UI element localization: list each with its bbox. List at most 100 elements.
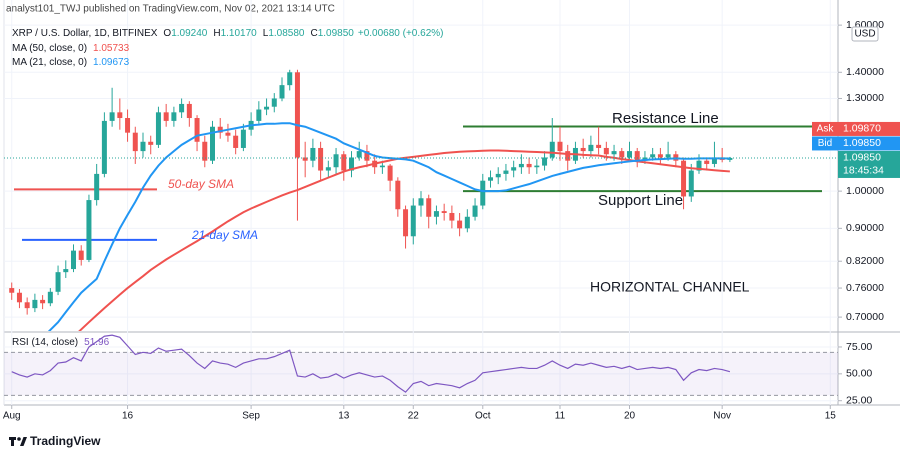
annotation: 50-day SMA — [168, 177, 234, 191]
ohlc-value: 1.08580 — [268, 28, 305, 39]
change: +0.00680 (+0.62%) — [358, 28, 444, 39]
candle-body — [627, 151, 632, 158]
candle-body — [24, 302, 30, 309]
candle-body — [596, 144, 602, 148]
candle-body — [325, 167, 331, 171]
currency-box — [851, 26, 879, 42]
x-tick-label: 11 — [555, 411, 566, 422]
rsi-tick-label: 75.00 — [846, 341, 872, 353]
candle-body — [588, 144, 594, 152]
candle-body — [16, 292, 22, 303]
candle-body — [302, 157, 308, 161]
candle-body — [40, 299, 46, 304]
last-price-tag — [838, 150, 900, 178]
candle-body — [495, 173, 501, 178]
candle-body — [441, 211, 447, 213]
candle-body — [696, 160, 702, 171]
candle-body — [403, 209, 409, 237]
candle-body — [657, 154, 663, 158]
price-tag-label: 1.09850 — [843, 137, 881, 149]
candle-body — [565, 151, 571, 161]
candle-body — [464, 216, 470, 229]
symbol: XRP / U.S. Dollar, 1D, BITFINEX — [12, 28, 158, 39]
candle-body — [341, 154, 347, 171]
candle-body — [264, 106, 270, 110]
x-tick-label: Aug — [3, 411, 21, 422]
candle-body — [650, 154, 656, 158]
price-tag-name: Bid — [818, 138, 832, 149]
candle-body — [634, 151, 640, 161]
candle-body — [449, 212, 455, 221]
candle-body — [619, 151, 625, 158]
ohlc-key: C — [310, 28, 317, 39]
ma-legend: MA (50, close, 0) 1.05733 — [12, 43, 130, 54]
y-tick-label: 0.76000 — [846, 282, 884, 294]
x-tick-label: Nov — [713, 411, 731, 422]
ma-line — [78, 149, 730, 331]
rsi-band — [4, 352, 838, 396]
last-price-label: 1.09850 — [843, 152, 881, 164]
candle-body — [210, 126, 215, 161]
candle-body — [457, 220, 463, 229]
candle-body — [186, 103, 192, 119]
candle-body — [287, 72, 293, 86]
price-tag-name: Ask — [817, 124, 835, 135]
x-tick-label: 20 — [624, 411, 636, 422]
candle-body — [333, 154, 339, 168]
candle-body — [395, 180, 401, 210]
rsi-line — [11, 334, 731, 393]
annotation: Support Line — [598, 192, 683, 209]
candle-body — [418, 198, 424, 206]
candle-body — [294, 72, 300, 158]
x-tick-label: Oct — [475, 411, 491, 422]
annotation: HORIZONTAL CHANNEL — [590, 279, 750, 295]
y-tick-label: 0.82000 — [846, 255, 884, 267]
price-tag-name-box — [812, 121, 838, 136]
candle-body — [711, 157, 717, 164]
footer-brand: TradingView — [30, 434, 101, 448]
candle-body — [86, 200, 92, 260]
candle-body — [688, 170, 694, 197]
price-tag — [838, 121, 900, 136]
candle-body — [55, 272, 61, 292]
candle-body — [410, 205, 416, 237]
candle-body — [603, 147, 609, 155]
annotation: Resistance Line — [612, 110, 719, 127]
candle-body — [318, 147, 324, 171]
rsi-tick-label: 25.00 — [846, 394, 872, 406]
y-tick-label: 1.00000 — [846, 185, 884, 197]
candle-body — [32, 299, 38, 309]
candle-body — [194, 118, 200, 142]
ma-value: 1.09673 — [93, 57, 130, 68]
ohlc-key: O — [163, 28, 171, 39]
candle-body — [349, 157, 354, 171]
annotation: 21-day SMA — [191, 228, 258, 242]
candle-body — [125, 118, 131, 133]
candle-body — [611, 151, 617, 155]
candle-body — [580, 147, 586, 152]
candle-body — [379, 165, 385, 168]
candle-body — [202, 141, 208, 161]
x-tick-label: Sep — [242, 411, 260, 422]
candle-body — [78, 250, 84, 260]
candle-body — [217, 126, 223, 133]
candle-body — [279, 85, 285, 99]
candle-body — [140, 141, 146, 152]
candle-body — [433, 211, 439, 217]
currency-label: USD — [854, 29, 875, 40]
candle-body — [109, 112, 115, 121]
ma-name: MA (21, close, 0) — [12, 57, 87, 68]
y-tick-label: 1.40000 — [846, 66, 884, 78]
candle-body — [665, 154, 671, 158]
candle-body — [534, 165, 540, 168]
rsi-pane — [4, 334, 838, 396]
candle-body — [480, 180, 486, 206]
candle-body — [557, 141, 563, 152]
candle-body — [71, 250, 76, 270]
candle-body — [179, 103, 185, 113]
candle-body — [704, 160, 710, 164]
candle-body — [472, 205, 478, 217]
candle-body — [488, 177, 493, 181]
rsi-legend: RSI (14, close) 51.96 — [12, 337, 110, 348]
